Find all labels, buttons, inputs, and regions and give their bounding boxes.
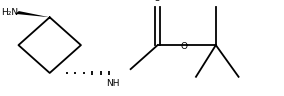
Text: H₂N: H₂N (1, 8, 18, 17)
Text: O: O (181, 42, 187, 51)
Polygon shape (15, 11, 50, 17)
Text: NH: NH (106, 79, 120, 88)
Text: O: O (153, 0, 160, 3)
